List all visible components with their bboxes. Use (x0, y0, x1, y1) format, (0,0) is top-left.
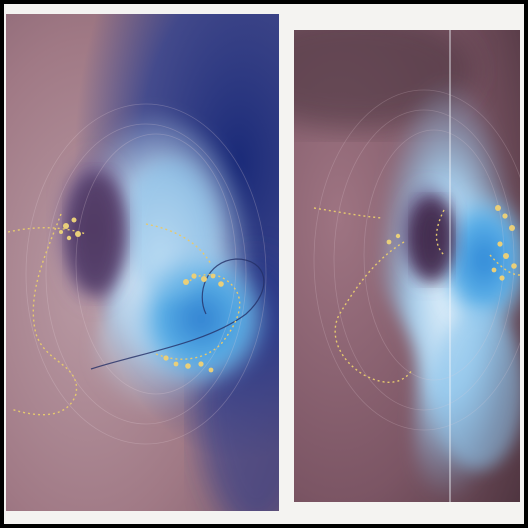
gold-beads (386, 205, 517, 281)
dark-core-center (412, 200, 452, 280)
right-painting (294, 30, 520, 502)
wire-line (90, 258, 265, 370)
right-painting-panel (294, 30, 520, 502)
left-painting-panel (6, 14, 279, 511)
swirl-strokes (25, 103, 267, 445)
panel-gutter (279, 4, 294, 524)
blue-lower-haze (434, 310, 520, 470)
gold-bead-chain (313, 207, 520, 383)
left-painting (6, 14, 279, 511)
dark-core-center (68, 174, 124, 294)
blue-haze (126, 159, 216, 299)
gold-beads (59, 217, 224, 373)
